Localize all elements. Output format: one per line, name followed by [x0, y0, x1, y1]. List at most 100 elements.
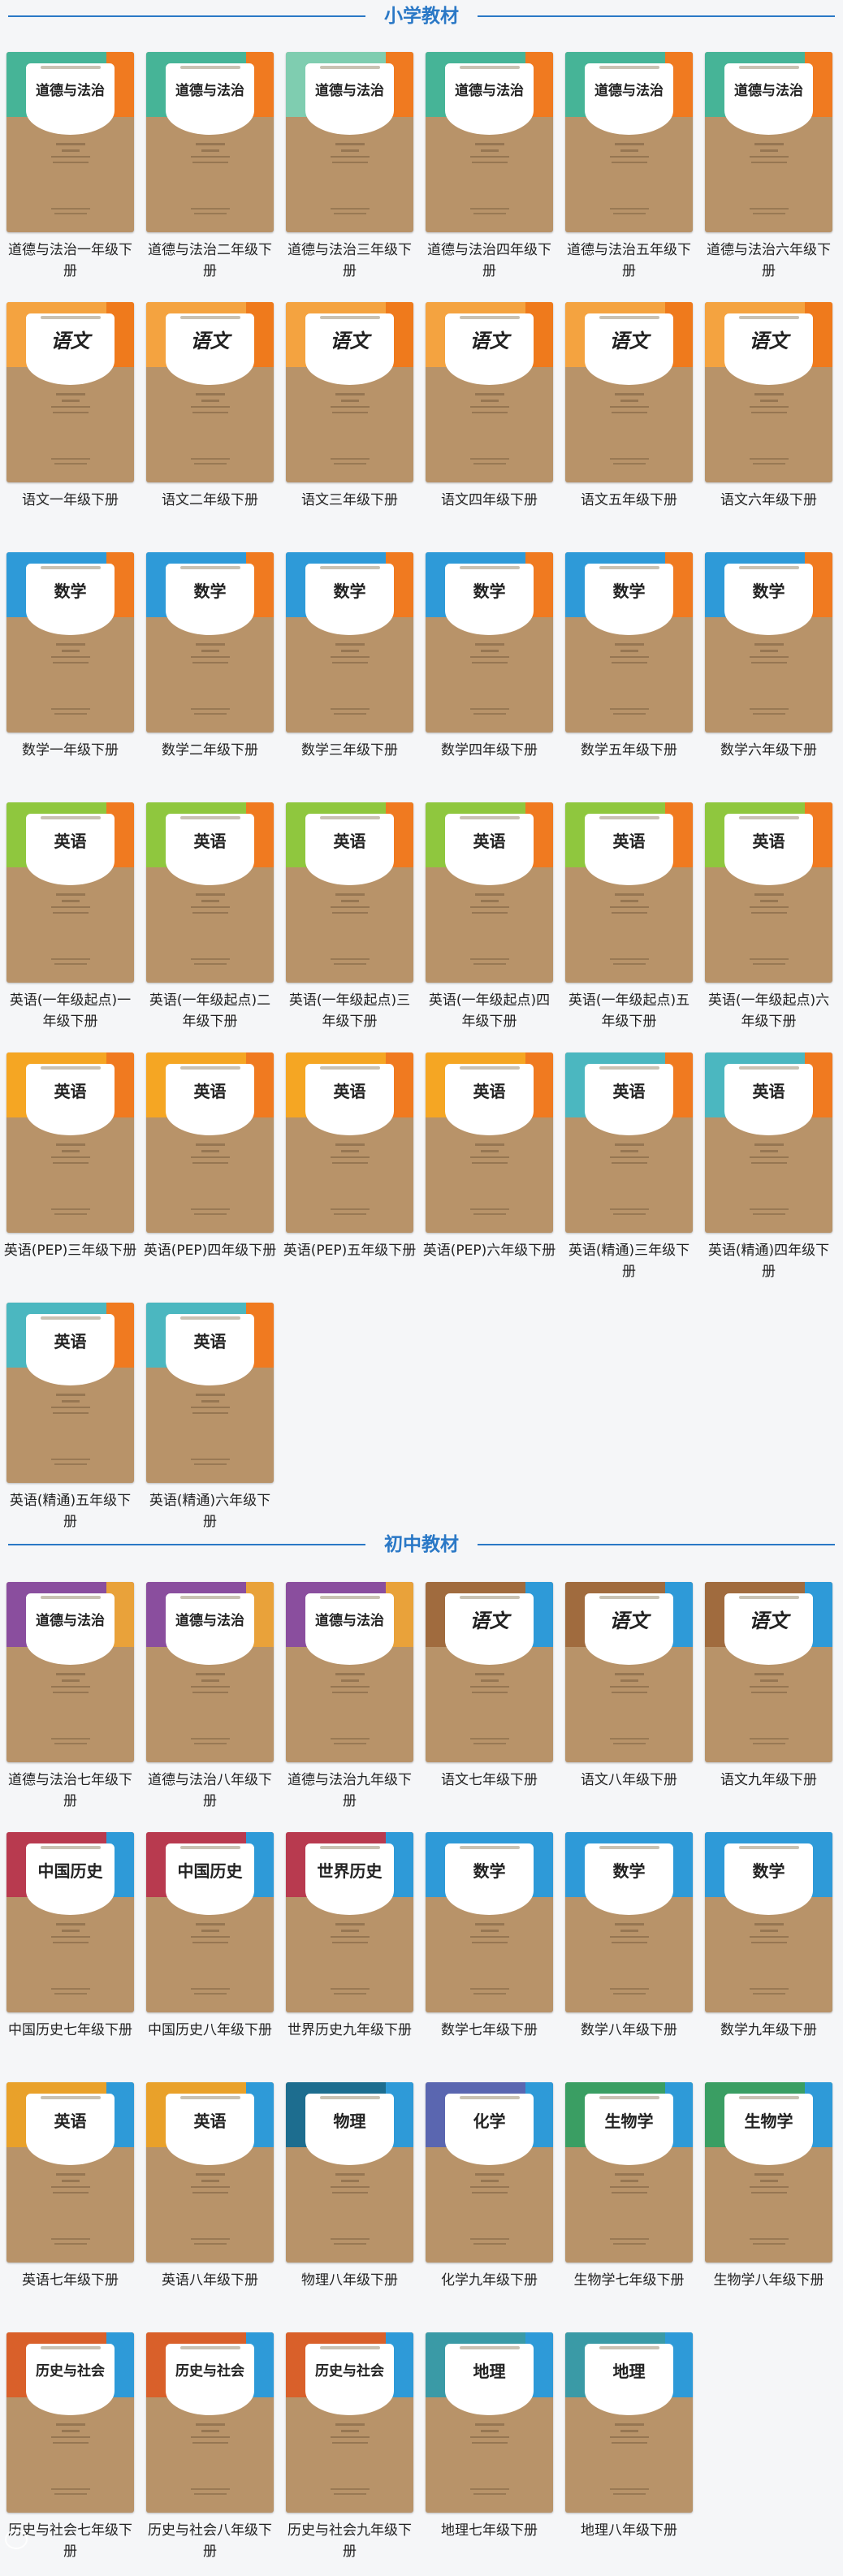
- textbook-item[interactable]: 中国历史中国历史七年级下册: [6, 1832, 134, 2076]
- book-cover[interactable]: 英语: [426, 1052, 553, 1233]
- book-caption[interactable]: 语文七年级下册: [441, 1772, 538, 1788]
- book-caption[interactable]: 数学四年级下册: [441, 742, 538, 759]
- book-caption[interactable]: 语文八年级下册: [581, 1772, 677, 1788]
- textbook-item[interactable]: 道德与法治道德与法治一年级下册: [6, 52, 134, 296]
- book-cover[interactable]: 英语: [146, 1052, 274, 1233]
- book-cover[interactable]: 数学: [705, 552, 832, 733]
- book-cover[interactable]: 道德与法治: [6, 1582, 134, 1762]
- textbook-item[interactable]: 地理 地理八年级下册: [565, 2332, 693, 2576]
- book-caption[interactable]: 英语(一年级起点)四年级下册: [428, 992, 551, 1030]
- book-caption[interactable]: 道德与法治七年级下册: [8, 1772, 132, 1809]
- textbook-item[interactable]: 道德与法治 道德与法治五年级下册: [565, 52, 693, 296]
- book-cover[interactable]: 英语: [146, 802, 274, 983]
- book-cover[interactable]: 语文: [286, 302, 413, 482]
- textbook-item[interactable]: 英语 英语(精通)四年级下册: [705, 1052, 832, 1296]
- book-cover[interactable]: 道德与法治: [565, 52, 693, 232]
- book-cover[interactable]: 英语: [565, 802, 693, 983]
- textbook-item[interactable]: 英语英语(一年级起点)四年级下册: [426, 802, 553, 1046]
- book-caption[interactable]: 道德与法治八年级下册: [148, 1772, 272, 1809]
- textbook-item[interactable]: 英语 英语八年级下册: [146, 2082, 274, 2326]
- book-cover[interactable]: 数学: [426, 552, 553, 733]
- textbook-item[interactable]: 英语英语(PEP)六年级下册: [423, 1052, 556, 1296]
- book-cover[interactable]: 英语: [565, 1052, 693, 1233]
- book-cover[interactable]: 化学: [426, 2082, 553, 2263]
- textbook-item[interactable]: 语文 语文七年级下册: [426, 1582, 553, 1826]
- textbook-item[interactable]: 英语 英语(一年级起点)一年级下册: [6, 802, 134, 1046]
- book-cover[interactable]: 地理: [565, 2332, 693, 2513]
- book-cover[interactable]: 英语: [705, 802, 832, 983]
- book-cover[interactable]: 语文: [705, 302, 832, 482]
- textbook-item[interactable]: 道德与法治 道德与法治二年级下册: [146, 52, 274, 296]
- textbook-item[interactable]: 语文 语文四年级下册: [426, 302, 553, 546]
- book-cover[interactable]: 语文: [146, 302, 274, 482]
- book-cover[interactable]: 历史与社会: [6, 2332, 134, 2513]
- textbook-item[interactable]: 英语 英语七年级下册: [6, 2082, 134, 2326]
- book-cover[interactable]: 英语: [6, 2082, 134, 2263]
- textbook-item[interactable]: 道德与法治 道德与法治三年级下册: [286, 52, 413, 296]
- book-caption[interactable]: 中国历史七年级下册: [8, 2022, 132, 2038]
- book-cover[interactable]: 英语: [146, 1303, 274, 1483]
- textbook-item[interactable]: 英语英语(PEP)三年级下册: [3, 1052, 137, 1296]
- book-caption[interactable]: 英语(一年级起点)二年级下册: [149, 992, 271, 1030]
- textbook-item[interactable]: 历史与社会 历史与社会九年级下册: [286, 2332, 413, 2576]
- book-cover[interactable]: 道德与法治: [286, 1582, 413, 1762]
- book-caption[interactable]: 语文六年级下册: [720, 492, 817, 508]
- book-caption[interactable]: 语文四年级下册: [441, 492, 538, 508]
- book-cover[interactable]: 语文: [426, 302, 553, 482]
- textbook-item[interactable]: 数学 数学六年级下册: [705, 552, 832, 796]
- book-cover[interactable]: 语文: [705, 1582, 832, 1762]
- textbook-item[interactable]: 英语 英语(PEP)四年级下册: [144, 1052, 276, 1296]
- textbook-item[interactable]: 数学 数学七年级下册: [426, 1832, 553, 2076]
- textbook-item[interactable]: 英语 英语(精通)五年级下册: [6, 1303, 134, 1546]
- textbook-item[interactable]: 英语 英语(一年级起点)五年级下册: [565, 802, 693, 1046]
- book-caption[interactable]: 历史与社会七年级下册: [8, 2522, 132, 2560]
- textbook-item[interactable]: 世界历史 世界历史九年级下册: [286, 1832, 413, 2076]
- book-caption[interactable]: 物理八年级下册: [301, 2272, 398, 2289]
- book-cover[interactable]: 英语: [426, 802, 553, 983]
- book-cover[interactable]: 道德与法治: [146, 1582, 274, 1762]
- book-cover[interactable]: 语文: [6, 302, 134, 482]
- book-caption[interactable]: 英语八年级下册: [162, 2272, 258, 2289]
- book-cover[interactable]: 语文: [565, 1582, 693, 1762]
- textbook-item[interactable]: 道德与法治道德与法治七年级下册: [6, 1582, 134, 1826]
- book-caption[interactable]: 语文五年级下册: [581, 492, 677, 508]
- textbook-item[interactable]: 道德与法治 道德与法治四年级下册: [426, 52, 553, 296]
- book-caption[interactable]: 道德与法治一年级下册: [8, 242, 132, 279]
- book-cover[interactable]: 生物学: [705, 2082, 832, 2263]
- textbook-item[interactable]: 道德与法治道德与法治九年级下册: [286, 1582, 413, 1826]
- textbook-item[interactable]: 道德与法治 道德与法治六年级下册: [705, 52, 832, 296]
- book-caption[interactable]: 数学九年级下册: [720, 2022, 817, 2038]
- book-caption[interactable]: 语文九年级下册: [720, 1772, 817, 1788]
- book-caption[interactable]: 历史与社会八年级下册: [148, 2522, 272, 2560]
- book-caption[interactable]: 化学九年级下册: [441, 2272, 538, 2289]
- textbook-item[interactable]: 语文 语文九年级下册: [705, 1582, 832, 1826]
- textbook-item[interactable]: 历史与社会 历史与社会八年级下册: [146, 2332, 274, 2576]
- book-caption[interactable]: 生物学七年级下册: [573, 2272, 685, 2289]
- textbook-item[interactable]: 道德与法治道德与法治八年级下册: [146, 1582, 274, 1826]
- book-cover[interactable]: 物理: [286, 2082, 413, 2263]
- book-caption[interactable]: 地理八年级下册: [581, 2522, 677, 2539]
- textbook-item[interactable]: 数学 数学四年级下册: [426, 552, 553, 796]
- textbook-item[interactable]: 英语 英语(一年级起点)三年级下册: [286, 802, 413, 1046]
- textbook-item[interactable]: 生物学 生物学八年级下册: [705, 2082, 832, 2326]
- textbook-item[interactable]: 英语英语(一年级起点)二年级下册: [146, 802, 274, 1046]
- book-cover[interactable]: 中国历史: [6, 1832, 134, 2012]
- book-caption[interactable]: 地理七年级下册: [441, 2522, 538, 2539]
- book-caption[interactable]: 数学八年级下册: [581, 2022, 677, 2038]
- textbook-item[interactable]: 历史与社会历史与社会七年级下册: [6, 2332, 134, 2576]
- book-caption[interactable]: 数学二年级下册: [162, 742, 258, 759]
- book-cover[interactable]: 道德与法治: [426, 52, 553, 232]
- book-cover[interactable]: 英语: [286, 802, 413, 983]
- book-cover[interactable]: 语文: [426, 1582, 553, 1762]
- book-cover[interactable]: 数学: [705, 1832, 832, 2012]
- book-caption[interactable]: 英语(PEP)六年级下册: [422, 1243, 556, 1259]
- book-cover[interactable]: 道德与法治: [6, 52, 134, 232]
- book-caption[interactable]: 英语(PEP)三年级下册: [3, 1243, 137, 1259]
- book-cover[interactable]: 数学: [565, 1832, 693, 2012]
- book-caption[interactable]: 英语(精通)三年级下册: [568, 1243, 690, 1280]
- book-caption[interactable]: 语文一年级下册: [22, 492, 119, 508]
- book-caption[interactable]: 道德与法治九年级下册: [287, 1772, 412, 1809]
- book-caption[interactable]: 历史与社会九年级下册: [287, 2522, 412, 2560]
- book-cover[interactable]: 英语: [6, 1052, 134, 1233]
- book-cover[interactable]: 英语: [6, 802, 134, 983]
